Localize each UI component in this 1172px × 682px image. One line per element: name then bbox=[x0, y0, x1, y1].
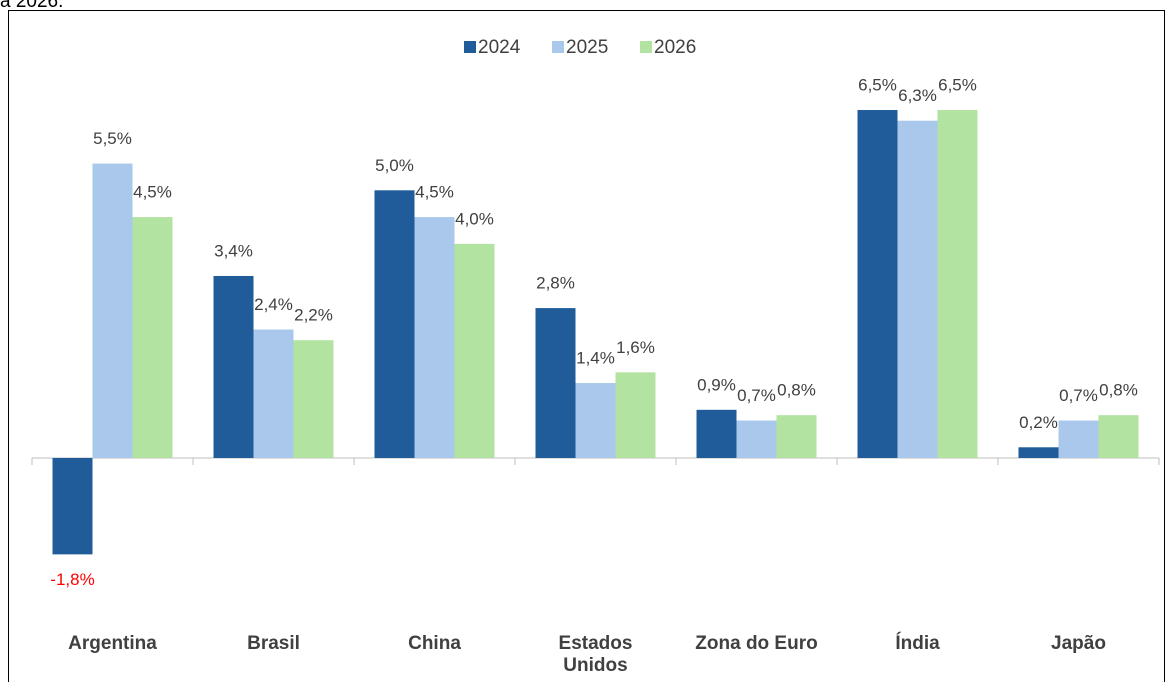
legend-swatch bbox=[552, 41, 564, 53]
data-label: 0,8% bbox=[777, 381, 816, 400]
data-label: 0,2% bbox=[1019, 413, 1058, 432]
bar bbox=[213, 275, 254, 458]
data-label: 6,5% bbox=[858, 75, 897, 94]
bar bbox=[374, 190, 415, 459]
data-label: 5,0% bbox=[375, 156, 414, 175]
bar bbox=[1058, 420, 1099, 458]
bar bbox=[615, 372, 656, 458]
bar bbox=[535, 308, 576, 458]
bar bbox=[293, 340, 334, 458]
x-tick-label: Zona do Euro bbox=[695, 633, 818, 654]
bar bbox=[736, 420, 777, 458]
bar bbox=[1098, 415, 1139, 458]
data-label: 1,6% bbox=[616, 338, 655, 357]
x-tick-label: Índia bbox=[895, 633, 940, 654]
data-label: 2,8% bbox=[536, 274, 575, 293]
chart-border bbox=[8, 10, 1165, 682]
bar bbox=[575, 383, 616, 458]
bar bbox=[937, 110, 978, 458]
bar bbox=[897, 120, 938, 458]
data-label: 4,5% bbox=[133, 183, 172, 202]
chart-title: a 2026. bbox=[0, 0, 63, 12]
bar bbox=[1018, 447, 1059, 458]
x-tick-label: Argentina bbox=[68, 633, 157, 654]
x-tick-label: China bbox=[408, 633, 461, 654]
legend-swatch bbox=[464, 41, 476, 53]
data-label: 5,5% bbox=[93, 129, 132, 148]
data-label: 3,4% bbox=[214, 241, 253, 260]
data-label: 4,5% bbox=[415, 183, 454, 202]
data-label: 0,7% bbox=[737, 386, 776, 405]
data-label: 4,0% bbox=[455, 209, 494, 228]
data-label: 6,3% bbox=[898, 86, 937, 105]
data-label: 0,7% bbox=[1059, 386, 1098, 405]
x-tick-label: Japão bbox=[1051, 633, 1106, 654]
data-label: 1,4% bbox=[576, 349, 615, 368]
legend-swatch bbox=[640, 41, 652, 53]
bar bbox=[857, 110, 898, 458]
bar bbox=[132, 217, 173, 458]
bar bbox=[696, 409, 737, 458]
data-label: 6,5% bbox=[938, 75, 977, 94]
data-label: 2,2% bbox=[294, 306, 333, 325]
legend-label: 2026 bbox=[654, 37, 696, 58]
data-label: 0,8% bbox=[1099, 381, 1138, 400]
bar bbox=[776, 415, 817, 458]
x-tick-label: Brasil bbox=[247, 633, 300, 654]
bar bbox=[92, 163, 133, 459]
legend-label: 2025 bbox=[566, 37, 608, 58]
data-label: -1,8% bbox=[50, 570, 94, 589]
bar bbox=[52, 458, 93, 555]
x-tick-label: Estados Unidos bbox=[558, 633, 633, 676]
data-label: 2,4% bbox=[254, 295, 293, 314]
bar bbox=[454, 243, 495, 458]
legend-label: 2024 bbox=[478, 37, 521, 58]
bar bbox=[414, 217, 455, 458]
bar bbox=[253, 329, 294, 458]
data-label: 0,9% bbox=[697, 375, 736, 394]
